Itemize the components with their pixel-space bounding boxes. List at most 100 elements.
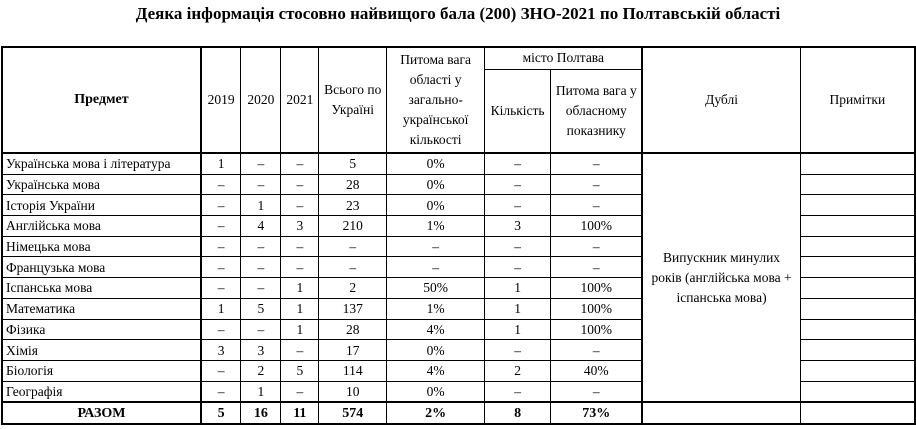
cell-city-share: –	[550, 380, 644, 403]
cell-subject: Історія України	[1, 194, 202, 217]
header-city-group: місто Полтава	[484, 46, 644, 70]
cell-2021: –	[280, 173, 320, 196]
table-row: Українська мова – – – 28 0% – –	[1, 173, 916, 196]
table-row: Іспанська мова – – 1 2 50% 1 100%	[1, 277, 916, 299]
cell-city-count: 1	[484, 277, 552, 299]
cell-notes	[799, 297, 916, 320]
cell-notes	[799, 359, 916, 382]
cell-city-count: –	[484, 339, 552, 361]
cell-subject: Математика	[1, 297, 202, 320]
header-2019: 2019	[200, 46, 242, 154]
cell-share-region: 0%	[386, 173, 486, 196]
cell-share-region: 0%	[386, 380, 486, 403]
cell-city-count: –	[484, 235, 552, 258]
header-share-region: Питома вага області у загально-українськ…	[386, 46, 486, 154]
cell-2019: –	[200, 318, 242, 341]
cell-share-region: 4%	[386, 318, 486, 341]
cell-city-share: 40%	[550, 359, 644, 382]
cell-2019: 3	[200, 339, 242, 361]
cell-2020: 1	[240, 194, 282, 217]
cell-subject: Німецька мова	[1, 235, 202, 258]
cell-2020: 2	[240, 359, 282, 382]
cell-2021: 3	[280, 215, 320, 237]
cell-2021: –	[280, 380, 320, 403]
cell-2021: 1	[280, 318, 320, 341]
cell-city-share: –	[550, 339, 644, 361]
cell-2021: –	[280, 339, 320, 361]
cell-notes	[799, 215, 916, 237]
cell-city-share: –	[550, 152, 644, 175]
cell-city-count: 2	[484, 359, 552, 382]
cell-total-ukraine: 5	[318, 152, 388, 175]
total-share-region: 2%	[386, 401, 486, 426]
cell-2021: 1	[280, 277, 320, 299]
cell-city-share: –	[550, 194, 644, 217]
table-row: Історія України – 1 – 23 0% – –	[1, 194, 916, 217]
cell-notes	[799, 152, 916, 175]
cell-2019: 1	[200, 152, 242, 175]
total-2019: 5	[200, 401, 242, 426]
cell-2020: –	[240, 235, 282, 258]
cell-total-ukraine: 10	[318, 380, 388, 403]
total-label: РАЗОМ	[1, 401, 202, 426]
cell-subject: Українська мова	[1, 173, 202, 196]
cell-2020: 4	[240, 215, 282, 237]
cell-subject: Іспанська мова	[1, 277, 202, 299]
total-city-count: 8	[484, 401, 552, 426]
table-row: Українська мова і література 1 – – 5 0% …	[1, 152, 916, 403]
results-table: Предмет 2019 2020 2021 Всього по Україні…	[1, 46, 916, 426]
header-total-ukraine: Всього по Україні	[318, 46, 388, 154]
table-row: Французька мова – – – – – – –	[1, 256, 916, 279]
cell-2021: –	[280, 194, 320, 217]
cell-2020: 3	[240, 339, 282, 361]
cell-2020: –	[240, 318, 282, 341]
cell-notes	[799, 380, 916, 403]
cell-notes	[799, 256, 916, 279]
cell-subject: Українська мова і література	[1, 152, 202, 175]
cell-share-region: 50%	[386, 277, 486, 299]
cell-total-ukraine: 23	[318, 194, 388, 217]
header-2020: 2020	[240, 46, 282, 154]
total-2020: 16	[240, 401, 282, 426]
total-2021: 11	[280, 401, 320, 426]
cell-city-count: –	[484, 173, 552, 196]
cell-share-region: –	[386, 235, 486, 258]
cell-city-count: –	[484, 152, 552, 175]
cell-subject: Французька мова	[1, 256, 202, 279]
total-row: РАЗОМ 5 16 11 574 2% 8 73%	[1, 401, 916, 426]
cell-city-count: –	[484, 380, 552, 403]
cell-2019: –	[200, 194, 242, 217]
cell-2019: –	[200, 173, 242, 196]
cell-total-ukraine: –	[318, 235, 388, 258]
cell-city-count: –	[484, 256, 552, 279]
header-notes: Примітки	[799, 46, 916, 154]
cell-2019: –	[200, 380, 242, 403]
cell-city-count: 1	[484, 297, 552, 320]
header-2021: 2021	[280, 46, 320, 154]
cell-city-count: 1	[484, 318, 552, 341]
cell-city-share: –	[550, 256, 644, 279]
cell-city-share: 100%	[550, 297, 644, 320]
cell-2021: –	[280, 152, 320, 175]
cell-total-ukraine: 17	[318, 339, 388, 361]
cell-2019: –	[200, 277, 242, 299]
cell-2019: –	[200, 359, 242, 382]
cell-notes	[799, 318, 916, 341]
cell-2021: 5	[280, 359, 320, 382]
cell-2021: –	[280, 235, 320, 258]
cell-notes	[799, 277, 916, 299]
cell-subject: Географія	[1, 380, 202, 403]
cell-city-share: –	[550, 173, 644, 196]
cell-notes	[799, 339, 916, 361]
cell-2020: –	[240, 277, 282, 299]
total-ukraine: 574	[318, 401, 388, 426]
cell-subject: Хімія	[1, 339, 202, 361]
cell-2020: –	[240, 256, 282, 279]
cell-city-count: –	[484, 194, 552, 217]
cell-city-count: 3	[484, 215, 552, 237]
cell-total-ukraine: 114	[318, 359, 388, 382]
cell-2019: –	[200, 256, 242, 279]
total-notes	[799, 401, 916, 426]
cell-duplicates-note: Випускник минулих років (англійська мова…	[641, 152, 801, 403]
cell-city-share: 100%	[550, 277, 644, 299]
